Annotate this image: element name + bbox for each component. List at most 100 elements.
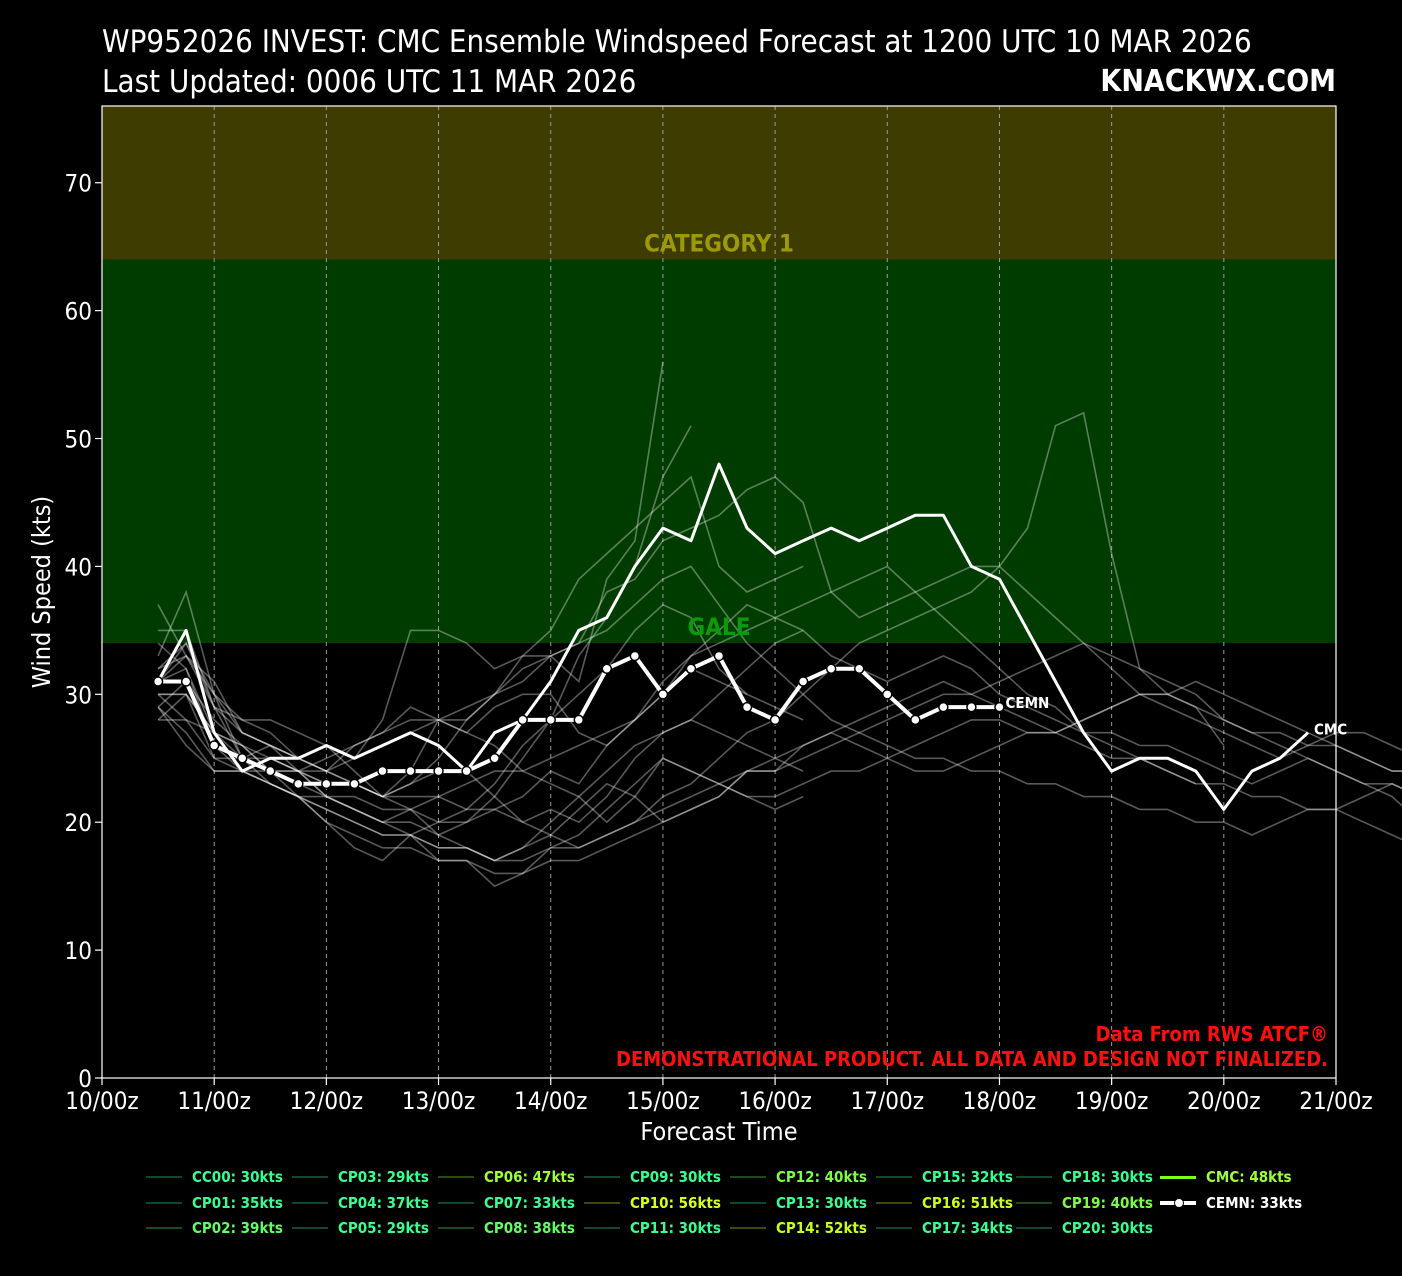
legend-label: CP14: 52kts xyxy=(776,1219,867,1237)
legend-label: CP12: 40kts xyxy=(776,1168,867,1186)
y-tick-label: 70 xyxy=(65,170,92,198)
x-tick-label: 14/00z xyxy=(514,1087,588,1115)
cemn-point xyxy=(545,714,556,726)
cemn-point xyxy=(938,701,949,713)
legend-label: CP04: 37kts xyxy=(338,1194,429,1212)
legend-label: CP15: 32kts xyxy=(922,1168,1013,1186)
legend-label: CEMN: 33kts xyxy=(1206,1194,1303,1212)
band-label: CATEGORY 1 xyxy=(644,229,794,257)
member-line xyxy=(157,589,804,836)
legend-swatch xyxy=(146,1202,182,1204)
legend-label: CP08: 38kts xyxy=(484,1219,575,1237)
member-line xyxy=(158,693,804,888)
legend-swatch xyxy=(438,1176,474,1178)
cemn-point xyxy=(573,714,585,726)
cemn-point xyxy=(601,663,613,674)
y-tick-label: 10 xyxy=(65,937,92,965)
legend-item: CP01: 35kts xyxy=(146,1192,283,1214)
cmc-line xyxy=(156,462,1310,811)
legend-swatch xyxy=(292,1202,328,1204)
legend-label: CP13: 30kts xyxy=(776,1194,867,1212)
legend-label: CC00: 30kts xyxy=(192,1168,283,1186)
legend-item: CP20: 30kts xyxy=(1016,1217,1153,1239)
legend-swatch xyxy=(1016,1227,1052,1229)
cemn-point xyxy=(769,714,781,726)
legend-marker xyxy=(1174,1198,1184,1208)
cemn-point xyxy=(853,663,865,674)
member-line xyxy=(158,629,1402,862)
legend-item: CP05: 29kts xyxy=(292,1217,429,1239)
legend-swatch xyxy=(584,1202,620,1204)
y-tick-label: 0 xyxy=(78,1065,92,1093)
y-tick-label: 30 xyxy=(65,681,92,709)
legend-swatch xyxy=(1016,1176,1052,1178)
legend-swatch xyxy=(876,1176,912,1178)
y-tick-label: 20 xyxy=(65,809,92,837)
chart-title: WP952026 INVEST: CMC Ensemble Windspeed … xyxy=(102,24,1252,60)
cemn-point xyxy=(517,714,528,726)
legend-label: CP19: 40kts xyxy=(1062,1194,1153,1212)
legend-swatch xyxy=(438,1202,474,1204)
legend-swatch xyxy=(876,1227,912,1229)
legend-swatch xyxy=(730,1176,766,1178)
cemn-point xyxy=(994,701,1005,713)
x-tick-label: 19/00z xyxy=(1075,1087,1149,1115)
legend-swatch xyxy=(584,1227,620,1229)
legend-swatch xyxy=(876,1202,912,1204)
legend-item: CP15: 32kts xyxy=(876,1166,1013,1188)
legend-item: CP14: 52kts xyxy=(730,1217,867,1239)
legend-item: CP17: 34kts xyxy=(876,1217,1013,1239)
legend-item: CP11: 30kts xyxy=(584,1217,721,1239)
x-tick-label: 12/00z xyxy=(290,1087,364,1115)
legend-swatch xyxy=(1160,1198,1196,1208)
cemn-point xyxy=(685,663,697,674)
legend-swatch xyxy=(730,1202,766,1204)
member-line xyxy=(157,654,748,773)
legend-item: CEMN: 33kts xyxy=(1160,1192,1302,1214)
y-tick-label: 40 xyxy=(65,553,92,581)
cemn-point xyxy=(461,765,472,777)
cemn-point xyxy=(405,765,416,777)
data-source-note: Data From RWS ATCF® xyxy=(1096,1022,1328,1046)
legend-label: CMC: 48kts xyxy=(1206,1168,1292,1186)
cemn-point xyxy=(741,701,753,713)
x-tick-label: 20/00z xyxy=(1187,1087,1261,1115)
y-tick-label: 60 xyxy=(65,298,92,326)
wind-speed-chart: 0 10 20 30 40 50 60 70 10/00z 11/00z 12/00z 13/00z 1… xyxy=(27,105,1402,1146)
member-line xyxy=(157,654,1402,836)
legend-label: CP16: 51kts xyxy=(922,1194,1013,1212)
band-gale xyxy=(102,259,1336,644)
cemn-point xyxy=(293,778,304,790)
band-category-1 xyxy=(102,106,1336,260)
cemn-point xyxy=(377,765,388,777)
legend-label: CP18: 30kts xyxy=(1062,1168,1153,1186)
legend-item: CP10: 56kts xyxy=(584,1192,721,1214)
x-tick-label: 21/00z xyxy=(1299,1087,1373,1115)
cemn-point xyxy=(236,753,248,764)
member-line xyxy=(157,475,804,798)
legend-swatch xyxy=(292,1176,328,1178)
cemn-point xyxy=(265,765,276,777)
brand-logo-text: KNACKWX.COM xyxy=(1100,64,1336,99)
chart-subtitle: Last Updated: 0006 UTC 11 MAR 2026 xyxy=(102,64,637,100)
cemn-point xyxy=(825,663,837,674)
legend-item: CP03: 29kts xyxy=(292,1166,429,1188)
member-line xyxy=(157,565,1402,841)
legend-label: CP17: 34kts xyxy=(922,1219,1013,1237)
legend-item: CP04: 37kts xyxy=(292,1192,429,1214)
legend-item: CP09: 30kts xyxy=(584,1166,721,1188)
legend-swatch xyxy=(1160,1175,1196,1179)
x-axis-label: Forecast Time xyxy=(640,1117,797,1146)
legend-item: CP18: 30kts xyxy=(1016,1166,1153,1188)
cemn-point xyxy=(882,689,893,700)
legend-swatch xyxy=(438,1227,474,1229)
legend-item: CC00: 30kts xyxy=(146,1166,283,1188)
x-tick-label: 10/00z xyxy=(65,1087,139,1115)
legend-swatch xyxy=(1016,1202,1052,1204)
x-tick-label: 13/00z xyxy=(402,1087,476,1115)
legend-item: CMC: 48kts xyxy=(1160,1166,1292,1188)
member-line xyxy=(157,642,1402,875)
x-tick-label: 11/00z xyxy=(177,1087,251,1115)
legend-item: CP07: 33kts xyxy=(438,1192,575,1214)
member-line xyxy=(157,565,1402,862)
